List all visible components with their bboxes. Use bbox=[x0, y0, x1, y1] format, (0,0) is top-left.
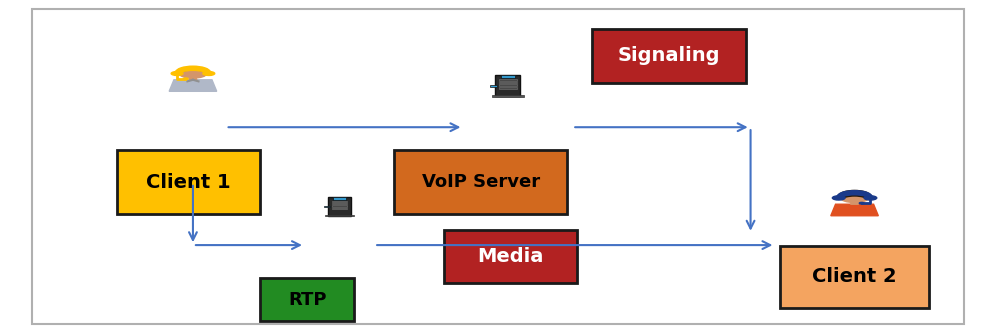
Circle shape bbox=[860, 202, 865, 204]
Polygon shape bbox=[831, 204, 878, 216]
Text: Client 1: Client 1 bbox=[146, 172, 231, 191]
FancyBboxPatch shape bbox=[334, 197, 346, 200]
Text: Media: Media bbox=[477, 247, 544, 266]
Text: RTP: RTP bbox=[288, 291, 327, 309]
Text: Client 2: Client 2 bbox=[813, 267, 896, 286]
FancyBboxPatch shape bbox=[499, 82, 517, 84]
FancyBboxPatch shape bbox=[326, 214, 354, 216]
FancyBboxPatch shape bbox=[329, 197, 351, 215]
Text: VoIP Server: VoIP Server bbox=[421, 173, 540, 191]
FancyBboxPatch shape bbox=[332, 200, 348, 202]
Polygon shape bbox=[169, 80, 217, 91]
FancyBboxPatch shape bbox=[501, 76, 515, 78]
Polygon shape bbox=[189, 78, 197, 80]
FancyBboxPatch shape bbox=[332, 203, 348, 204]
FancyBboxPatch shape bbox=[592, 29, 746, 83]
FancyBboxPatch shape bbox=[492, 95, 524, 97]
Circle shape bbox=[203, 72, 215, 76]
FancyBboxPatch shape bbox=[490, 86, 497, 87]
FancyBboxPatch shape bbox=[499, 85, 517, 86]
FancyBboxPatch shape bbox=[495, 75, 520, 96]
FancyBboxPatch shape bbox=[499, 87, 517, 89]
FancyBboxPatch shape bbox=[332, 208, 348, 209]
Circle shape bbox=[833, 196, 845, 200]
FancyBboxPatch shape bbox=[117, 150, 260, 214]
Polygon shape bbox=[851, 203, 859, 204]
FancyBboxPatch shape bbox=[394, 150, 568, 214]
FancyBboxPatch shape bbox=[332, 205, 348, 207]
Circle shape bbox=[183, 78, 188, 80]
FancyBboxPatch shape bbox=[780, 246, 929, 308]
FancyBboxPatch shape bbox=[443, 230, 578, 283]
Circle shape bbox=[865, 196, 876, 200]
FancyBboxPatch shape bbox=[499, 79, 517, 81]
Circle shape bbox=[841, 193, 869, 202]
Text: Signaling: Signaling bbox=[618, 47, 720, 66]
Circle shape bbox=[171, 72, 183, 76]
Circle shape bbox=[179, 69, 207, 78]
FancyBboxPatch shape bbox=[324, 206, 330, 207]
FancyBboxPatch shape bbox=[260, 278, 355, 321]
